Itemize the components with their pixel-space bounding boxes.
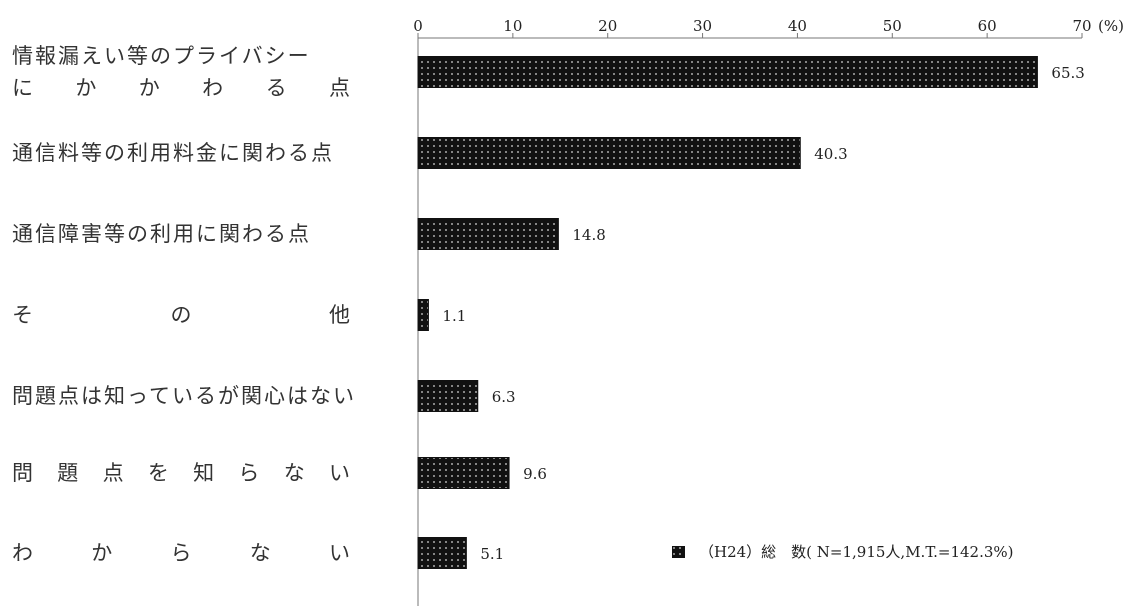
category-label: 問題点は知っているが関心はない xyxy=(12,380,362,412)
category-label-line: 通信料等の利用料金に関わる点 xyxy=(12,141,334,165)
category-label-line: 通信障害等の利用に関わる点 xyxy=(12,222,311,246)
bar xyxy=(417,299,429,331)
category-label: 通信料等の利用料金に関わる点 xyxy=(12,137,362,169)
category-label-line: 問題点を知らない xyxy=(12,461,352,485)
x-tick-label: 50 xyxy=(883,17,902,35)
category-label-line: にかかわる点 xyxy=(12,76,352,100)
category-label-line: その他 xyxy=(12,303,352,327)
legend: （H24）総 数( N=1,915人,M.T.=142.3%) xyxy=(672,541,1014,562)
category-label-line: 問題点は知っているが関心はない xyxy=(12,384,356,408)
bar-value-label: 1.1 xyxy=(442,307,466,325)
x-tick-label: 10 xyxy=(503,17,522,35)
x-tick-label: 60 xyxy=(978,17,997,35)
category-label: わからない xyxy=(12,537,362,569)
bar-value-label: 5.1 xyxy=(480,545,504,563)
category-label-line: わからない xyxy=(12,541,352,565)
x-tick-label: 70 xyxy=(1072,17,1091,35)
bar xyxy=(417,218,559,250)
bar-value-label: 14.8 xyxy=(572,226,605,244)
bar-value-label: 9.6 xyxy=(523,465,547,483)
x-axis: 0 10 20 30 40 50 60 70 (%) xyxy=(413,17,1124,606)
bar-value-label: 65.3 xyxy=(1051,64,1084,82)
bar-series: 65.3 40.3 14.8 1.1 6.3 9.6 5.1 xyxy=(417,56,1085,569)
category-label: 情報漏えい等のプライバシーにかかわる点 xyxy=(12,40,362,104)
category-label-line: 情報漏えい等のプライバシー xyxy=(12,44,311,68)
legend-swatch xyxy=(672,545,685,558)
x-tick-label: 20 xyxy=(598,17,617,35)
bar-value-label: 6.3 xyxy=(492,388,516,406)
bar xyxy=(417,537,467,569)
legend-label: （H24）総 数( N=1,915人,M.T.=142.3%) xyxy=(699,543,1014,561)
category-label: 通信障害等の利用に関わる点 xyxy=(12,218,362,250)
x-tick-label: 40 xyxy=(788,17,807,35)
x-axis-unit: (%) xyxy=(1098,17,1124,35)
x-tick-label: 30 xyxy=(693,17,712,35)
bar-value-label: 40.3 xyxy=(814,145,847,163)
bar xyxy=(417,380,479,412)
bar xyxy=(417,457,510,489)
category-label: 問題点を知らない xyxy=(12,457,362,489)
bar xyxy=(417,137,801,169)
category-label: その他 xyxy=(12,299,362,331)
bar xyxy=(417,56,1038,88)
x-tick-label: 0 xyxy=(413,17,423,35)
